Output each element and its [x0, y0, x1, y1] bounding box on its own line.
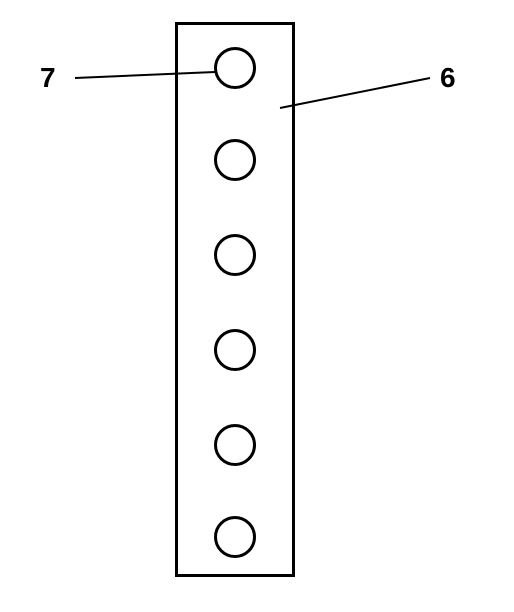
callout-label-6: 6	[440, 62, 456, 94]
callout-label-7: 7	[40, 62, 56, 94]
plate-rectangle	[175, 22, 295, 577]
leader-line-6	[280, 78, 430, 108]
hole-6	[214, 516, 256, 558]
hole-2	[214, 139, 256, 181]
hole-4	[214, 329, 256, 371]
hole-5	[214, 424, 256, 466]
hole-3	[214, 234, 256, 276]
diagram-canvas: 76	[0, 0, 514, 612]
hole-1	[214, 47, 256, 89]
